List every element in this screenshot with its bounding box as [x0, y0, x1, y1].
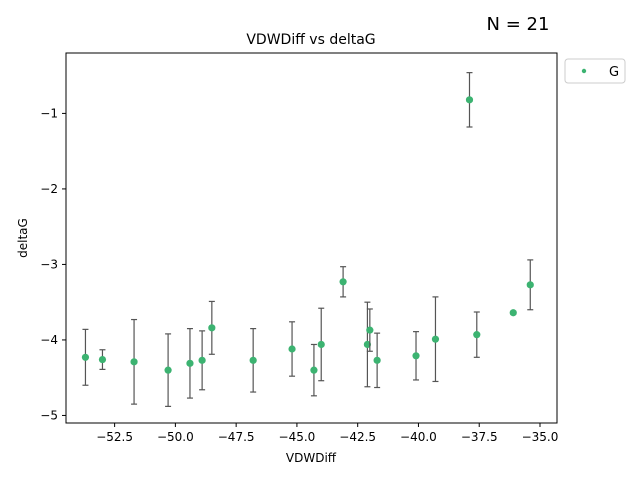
y-tick-label: −2	[40, 182, 58, 196]
data-point	[310, 366, 318, 374]
x-tick-label: −50.0	[157, 430, 194, 444]
y-tick-label: −3	[40, 257, 58, 271]
data-point	[431, 335, 440, 343]
data-point	[465, 96, 474, 104]
data-point	[98, 355, 107, 364]
data-point	[208, 324, 216, 332]
data-point	[473, 331, 481, 339]
plot-area	[81, 72, 534, 407]
data-point	[509, 309, 517, 317]
data-point	[412, 352, 420, 360]
x-tick-label: −42.5	[339, 430, 376, 444]
legend-entry-g: G	[609, 65, 619, 80]
axes-frame	[65, 52, 558, 424]
y-axis-label: deltaG	[16, 218, 30, 258]
x-tick-label: −40.0	[400, 430, 437, 444]
x-axis-label: VDWDiff	[286, 451, 337, 465]
y-axis: −5 −4 −3 −2 −1	[40, 106, 66, 422]
data-point	[249, 356, 257, 364]
x-tick-label: −35.0	[522, 430, 559, 444]
data-point	[164, 366, 172, 374]
x-tick-label: −45.0	[279, 430, 316, 444]
legend-box	[564, 58, 626, 84]
y-tick-label: −5	[40, 408, 58, 422]
data-point	[373, 356, 381, 364]
sample-count-annotation: N = 21	[487, 14, 550, 35]
legend: G	[564, 58, 626, 84]
x-tick-label: −52.5	[96, 430, 133, 444]
x-tick-label: −37.5	[461, 430, 498, 444]
data-point	[198, 356, 206, 364]
x-axis: −52.5 −50.0 −47.5 −45.0 −42.5 −40.0 −37.5 −35.0	[96, 423, 558, 444]
y-tick-label: −4	[40, 333, 58, 347]
x-tick-label: −47.5	[218, 430, 255, 444]
data-point	[186, 359, 194, 367]
legend-marker	[581, 68, 587, 74]
data-point	[366, 326, 374, 334]
data-point	[317, 340, 325, 349]
data-point	[130, 358, 138, 366]
data-point	[288, 345, 296, 353]
data-point	[339, 278, 347, 286]
chart-title: VDWDiff vs deltaG	[246, 32, 375, 48]
data-point	[526, 281, 534, 289]
y-tick-label: −1	[40, 106, 58, 120]
data-point	[81, 353, 90, 361]
data-point	[363, 340, 372, 349]
